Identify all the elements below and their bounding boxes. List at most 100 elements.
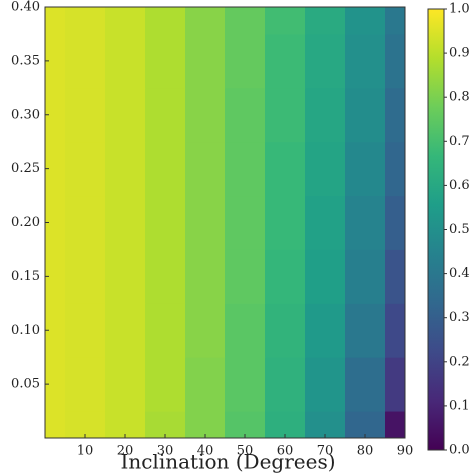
heat-cell <box>345 195 386 250</box>
colorbar-tick-label: 0.1 <box>449 398 470 413</box>
heat-cell <box>225 141 266 197</box>
x-tick-label: 60 <box>277 444 294 459</box>
heat-cell <box>145 141 186 197</box>
heat-cell <box>65 357 106 412</box>
y-tick-label: 0.30 <box>11 107 40 122</box>
heat-cell <box>305 357 346 412</box>
heat-cell <box>305 141 346 197</box>
heat-cell <box>265 249 306 304</box>
x-axis-title: Inclination (Degrees) <box>120 450 335 474</box>
heat-cell <box>345 411 386 438</box>
heat-cell <box>65 195 106 250</box>
colorbar-tick-label: 0.5 <box>449 222 470 237</box>
colorbar <box>427 8 445 451</box>
heat-cell <box>65 7 106 35</box>
heat-cell <box>345 33 386 89</box>
colorbar-tick-label: 0.4 <box>449 266 470 281</box>
heat-cell <box>265 411 306 438</box>
heat-cell <box>45 87 66 143</box>
heat-cell <box>225 357 266 412</box>
heat-cell <box>45 249 66 304</box>
heat-cell <box>225 195 266 250</box>
heat-cell <box>385 303 405 358</box>
heat-cell <box>185 303 226 358</box>
heat-cell <box>225 411 266 438</box>
heat-cell <box>305 7 346 35</box>
heat-cell <box>145 249 186 304</box>
heat-cell <box>65 33 106 89</box>
heat-cell <box>145 7 186 35</box>
heat-cell <box>305 87 346 143</box>
heat-cell <box>345 141 386 197</box>
heat-cell <box>185 195 226 250</box>
heat-cell <box>225 33 266 89</box>
heat-cell <box>145 195 186 250</box>
x-tick-label: 50 <box>237 444 254 459</box>
x-tick-label: 10 <box>77 444 94 459</box>
heat-cell <box>345 87 386 143</box>
heat-cell <box>185 87 226 143</box>
heat-cell <box>305 195 346 250</box>
heat-cell <box>345 249 386 304</box>
heat-cell <box>265 7 306 35</box>
heat-cell <box>385 33 405 89</box>
heat-cell <box>105 411 146 438</box>
x-tick-label: 30 <box>157 444 174 459</box>
heat-cell <box>45 33 66 89</box>
heat-cell <box>105 33 146 89</box>
heat-cell <box>105 141 146 197</box>
heat-cell <box>45 195 66 250</box>
heat-cell <box>145 411 186 438</box>
colorbar-tick-label: 0.3 <box>449 310 470 325</box>
heat-cell <box>305 249 346 304</box>
heat-cell <box>265 195 306 250</box>
heat-cell <box>65 411 106 438</box>
y-tick-label: 0.15 <box>11 269 40 284</box>
heat-cell <box>185 33 226 89</box>
heat-cell <box>65 87 106 143</box>
heat-cell <box>105 195 146 250</box>
heat-cell <box>45 303 66 358</box>
heat-cell <box>345 357 386 412</box>
colorbar-tick-label: 0.0 <box>449 443 470 458</box>
y-tick-label: 0.25 <box>11 161 40 176</box>
heat-cell <box>145 303 186 358</box>
heat-cell <box>305 303 346 358</box>
heat-cell <box>305 411 346 438</box>
heat-cell <box>385 357 405 412</box>
y-tick-label: 0.35 <box>11 53 40 68</box>
heat-cell <box>225 303 266 358</box>
heat-cell <box>185 141 226 197</box>
heat-cell <box>385 411 405 438</box>
heat-cell <box>225 87 266 143</box>
heat-cell <box>385 7 405 35</box>
heat-cell <box>145 33 186 89</box>
colorbar-tick-label: 0.9 <box>449 46 470 61</box>
heat-cell <box>265 87 306 143</box>
y-tick-label: 0.10 <box>11 323 40 338</box>
heat-cell <box>105 87 146 143</box>
heat-cell <box>65 141 106 197</box>
heat-cell <box>65 303 106 358</box>
heat-cell <box>105 249 146 304</box>
heat-cell <box>105 7 146 35</box>
y-tick-label: 0.20 <box>11 215 40 230</box>
heat-cell <box>225 7 266 35</box>
heat-cell <box>105 357 146 412</box>
x-tick-label: 80 <box>357 444 374 459</box>
colorbar-tick-label: 0.7 <box>449 134 470 149</box>
heat-cell <box>45 141 66 197</box>
heat-cell <box>385 87 405 143</box>
heatmap <box>45 7 405 438</box>
heat-cell <box>45 357 66 412</box>
heat-cell <box>265 141 306 197</box>
heat-cell <box>345 7 386 35</box>
heat-cell <box>185 411 226 438</box>
heat-cell <box>145 87 186 143</box>
heat-cell <box>305 33 346 89</box>
heat-cell <box>385 249 405 304</box>
colorbar-tick-label: 0.2 <box>449 354 470 369</box>
heat-cell <box>45 411 66 438</box>
heat-cell <box>385 141 405 197</box>
